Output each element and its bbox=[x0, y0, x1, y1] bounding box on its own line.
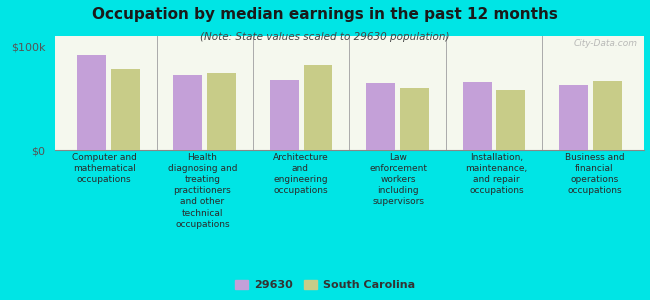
Bar bbox=[400, 88, 429, 150]
Text: (Note: State values scaled to 29630 population): (Note: State values scaled to 29630 popu… bbox=[200, 32, 450, 41]
Text: Architecture
and
engineering
occupations: Architecture and engineering occupations bbox=[272, 153, 328, 195]
Text: Health
diagnosing and
treating
practitioners
and other
technical
occupations: Health diagnosing and treating practitio… bbox=[168, 153, 237, 229]
Bar bbox=[304, 65, 333, 150]
Bar bbox=[559, 85, 588, 150]
Text: Installation,
maintenance,
and repair
occupations: Installation, maintenance, and repair oc… bbox=[465, 153, 528, 195]
Text: Computer and
mathematical
occupations: Computer and mathematical occupations bbox=[72, 153, 136, 184]
Bar bbox=[270, 80, 299, 150]
Bar bbox=[593, 81, 622, 150]
Bar bbox=[463, 82, 491, 150]
Bar bbox=[77, 55, 106, 150]
Bar bbox=[366, 82, 395, 150]
Text: Occupation by median earnings in the past 12 months: Occupation by median earnings in the pas… bbox=[92, 8, 558, 22]
Bar bbox=[207, 73, 236, 150]
Bar bbox=[497, 90, 525, 150]
Bar bbox=[111, 69, 140, 150]
Legend: 29630, South Carolina: 29630, South Carolina bbox=[231, 275, 419, 294]
Bar bbox=[174, 75, 202, 150]
Text: City-Data.com: City-Data.com bbox=[573, 39, 638, 48]
Text: Law
enforcement
workers
including
supervisors: Law enforcement workers including superv… bbox=[369, 153, 428, 206]
Text: Business and
financial
operations
occupations: Business and financial operations occupa… bbox=[565, 153, 624, 195]
